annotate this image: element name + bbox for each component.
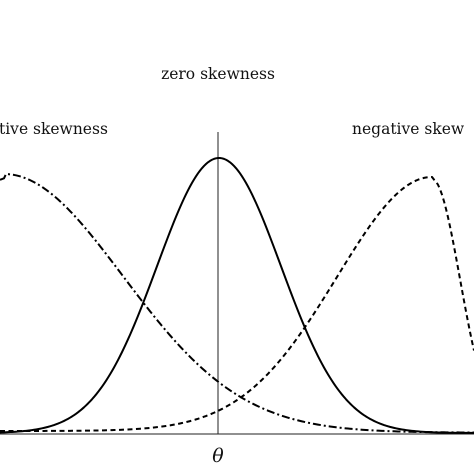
zero-skewness-label: zero skewness bbox=[161, 65, 275, 83]
negative-skewness-label: negative skew bbox=[352, 120, 465, 138]
theta-axis-label: θ bbox=[212, 445, 224, 467]
zero-skewness-curve bbox=[0, 158, 474, 433]
positive-skewness-label: tive skewness bbox=[0, 120, 108, 138]
negative-skewness-curve bbox=[0, 177, 474, 431]
positive-skewness-curve bbox=[0, 174, 474, 432]
